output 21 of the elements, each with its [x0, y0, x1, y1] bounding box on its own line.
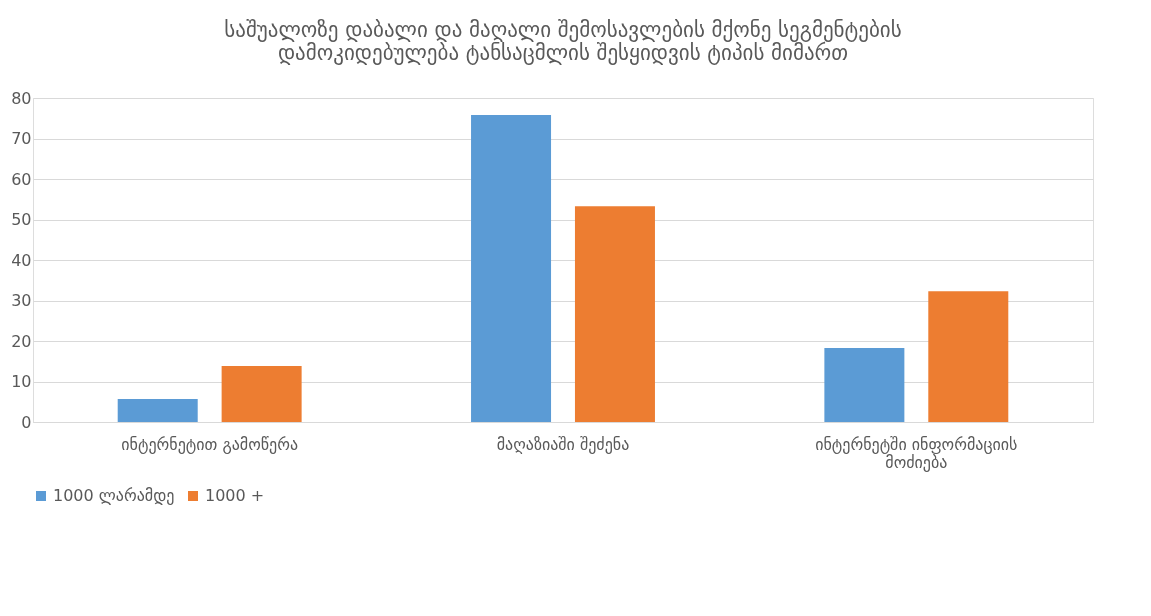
bar	[221, 366, 302, 422]
x-tick-label: მაღაზიაში შეძენა	[496, 434, 630, 454]
y-tick-label: 30	[11, 291, 32, 310]
bar	[928, 291, 1009, 422]
y-tick-label: 70	[11, 129, 32, 148]
y-tick-label: 60	[11, 169, 32, 189]
y-tick-label: 20	[11, 331, 32, 351]
x-tick-label: ინტერნეტში ინფორმაციის მოძიება	[815, 434, 1018, 472]
chart-title: საშუალოზე დაბალი და მაღალი შემოსავლების მქონე სეგმენტების დამოკიდებულება ტანსაცმლის შესყიდვის ტიპის მიმართ	[224, 18, 902, 65]
y-tick-label: 0	[21, 412, 32, 432]
bar	[117, 398, 198, 422]
bar	[574, 206, 655, 422]
y-tick-label: 80	[11, 88, 32, 108]
legend-label: 1000 +	[205, 486, 265, 505]
y-tick-label: 10	[11, 372, 32, 391]
bar	[824, 347, 905, 422]
y-tick-label: 50	[11, 210, 32, 229]
bar	[471, 115, 552, 422]
x-tick-label: ინტერნეტით გამოწერა	[121, 434, 299, 454]
y-tick-label: 40	[11, 250, 32, 270]
legend-label: 1000 ლარამდე	[53, 486, 175, 505]
